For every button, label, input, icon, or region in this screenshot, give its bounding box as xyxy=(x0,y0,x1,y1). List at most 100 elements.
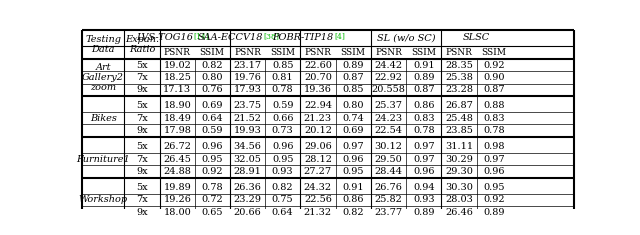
Text: 7x: 7x xyxy=(136,155,148,164)
Text: 0.89: 0.89 xyxy=(413,73,435,82)
Text: 0.59: 0.59 xyxy=(272,102,293,110)
Text: 0.64: 0.64 xyxy=(202,114,223,123)
Text: 0.85: 0.85 xyxy=(272,61,293,70)
Text: 0.78: 0.78 xyxy=(483,126,505,135)
Text: SSIM: SSIM xyxy=(270,48,295,57)
Text: SSIM: SSIM xyxy=(200,48,225,57)
Text: 28.12: 28.12 xyxy=(304,155,332,164)
Text: 0.78: 0.78 xyxy=(202,183,223,192)
Text: 24.32: 24.32 xyxy=(304,183,332,192)
Text: 0.96: 0.96 xyxy=(272,142,293,151)
Text: 0.82: 0.82 xyxy=(342,208,364,217)
Text: 19.26: 19.26 xyxy=(163,196,191,204)
Text: 9x: 9x xyxy=(136,126,148,135)
Text: 7x: 7x xyxy=(136,73,148,82)
Text: 30.30: 30.30 xyxy=(445,183,473,192)
Text: 0.96: 0.96 xyxy=(342,155,364,164)
Text: 0.87: 0.87 xyxy=(483,85,505,94)
Text: 0.86: 0.86 xyxy=(342,196,364,204)
Text: 0.95: 0.95 xyxy=(202,155,223,164)
Text: 0.91: 0.91 xyxy=(342,183,364,192)
Text: 24.88: 24.88 xyxy=(163,167,191,176)
Text: 20.70: 20.70 xyxy=(304,73,332,82)
Text: 25.82: 25.82 xyxy=(374,196,403,204)
Text: 0.69: 0.69 xyxy=(342,126,364,135)
Text: 32.05: 32.05 xyxy=(234,155,261,164)
Text: POBR-TIP18: POBR-TIP18 xyxy=(272,33,333,42)
Text: 0.82: 0.82 xyxy=(202,61,223,70)
Text: 0.69: 0.69 xyxy=(202,102,223,110)
Text: SSIM: SSIM xyxy=(412,48,436,57)
Text: 0.83: 0.83 xyxy=(413,114,435,123)
Text: 19.36: 19.36 xyxy=(304,85,332,94)
Text: 0.87: 0.87 xyxy=(342,73,364,82)
Text: 5x: 5x xyxy=(136,142,148,151)
Text: SAA-ECCV18: SAA-ECCV18 xyxy=(197,33,263,42)
Text: 0.66: 0.66 xyxy=(272,114,293,123)
Text: 19.93: 19.93 xyxy=(234,126,261,135)
Text: SLSC: SLSC xyxy=(463,33,490,42)
Text: 0.65: 0.65 xyxy=(202,208,223,217)
Text: 18.90: 18.90 xyxy=(163,102,191,110)
Text: [4]: [4] xyxy=(334,33,345,41)
Text: 0.78: 0.78 xyxy=(272,85,294,94)
Text: PSNR: PSNR xyxy=(305,48,332,57)
Text: 0.89: 0.89 xyxy=(342,61,364,70)
Text: 20.12: 20.12 xyxy=(304,126,332,135)
Text: 20.558: 20.558 xyxy=(371,85,405,94)
Text: 9x: 9x xyxy=(136,85,148,94)
Text: 26.45: 26.45 xyxy=(163,155,191,164)
Text: Workshop: Workshop xyxy=(79,196,128,204)
Text: 22.54: 22.54 xyxy=(374,126,403,135)
Text: 20.66: 20.66 xyxy=(234,208,261,217)
Text: SSIM: SSIM xyxy=(482,48,507,57)
Text: 0.73: 0.73 xyxy=(272,126,294,135)
Text: 7x: 7x xyxy=(136,196,148,204)
Text: 0.64: 0.64 xyxy=(272,208,294,217)
Text: PSNR: PSNR xyxy=(445,48,472,57)
Text: 29.30: 29.30 xyxy=(445,167,473,176)
Text: SL (w/o SC): SL (w/o SC) xyxy=(376,33,435,42)
Text: 23.85: 23.85 xyxy=(445,126,473,135)
Text: 22.60: 22.60 xyxy=(304,61,332,70)
Text: Furniture1: Furniture1 xyxy=(76,155,130,164)
Text: 0.85: 0.85 xyxy=(342,85,364,94)
Text: 22.92: 22.92 xyxy=(374,73,403,82)
Text: [38]: [38] xyxy=(264,33,280,41)
Text: 21.32: 21.32 xyxy=(304,208,332,217)
Text: 27.27: 27.27 xyxy=(304,167,332,176)
Text: 22.56: 22.56 xyxy=(304,196,332,204)
Text: [14]: [14] xyxy=(194,33,209,41)
Text: 0.97: 0.97 xyxy=(342,142,364,151)
Text: 28.44: 28.44 xyxy=(374,167,403,176)
Text: 18.00: 18.00 xyxy=(163,208,191,217)
Text: 0.98: 0.98 xyxy=(483,142,505,151)
Text: 24.23: 24.23 xyxy=(374,114,403,123)
Text: 0.80: 0.80 xyxy=(342,102,364,110)
Text: 22.94: 22.94 xyxy=(304,102,332,110)
Text: 0.95: 0.95 xyxy=(342,167,364,176)
Text: 23.77: 23.77 xyxy=(374,208,403,217)
Text: 29.50: 29.50 xyxy=(374,155,403,164)
Text: PSNR: PSNR xyxy=(164,48,191,57)
Text: 0.86: 0.86 xyxy=(413,102,435,110)
Text: 23.75: 23.75 xyxy=(234,102,261,110)
Text: Bikes: Bikes xyxy=(90,114,116,123)
Text: 0.92: 0.92 xyxy=(202,167,223,176)
Text: 19.76: 19.76 xyxy=(234,73,261,82)
Text: 0.91: 0.91 xyxy=(413,61,435,70)
Text: PSNR: PSNR xyxy=(375,48,402,57)
Text: 23.29: 23.29 xyxy=(234,196,261,204)
Text: 0.72: 0.72 xyxy=(201,196,223,204)
Text: 0.90: 0.90 xyxy=(483,73,505,82)
Text: 5x: 5x xyxy=(136,102,148,110)
Text: 23.28: 23.28 xyxy=(445,85,473,94)
Text: 28.03: 28.03 xyxy=(445,196,473,204)
Text: 7x: 7x xyxy=(136,114,148,123)
Text: 29.06: 29.06 xyxy=(304,142,332,151)
Text: 5x: 5x xyxy=(136,61,148,70)
Text: 18.25: 18.25 xyxy=(163,73,191,82)
Text: 24.42: 24.42 xyxy=(374,61,403,70)
Text: 0.83: 0.83 xyxy=(483,114,505,123)
Text: 18.49: 18.49 xyxy=(163,114,191,123)
